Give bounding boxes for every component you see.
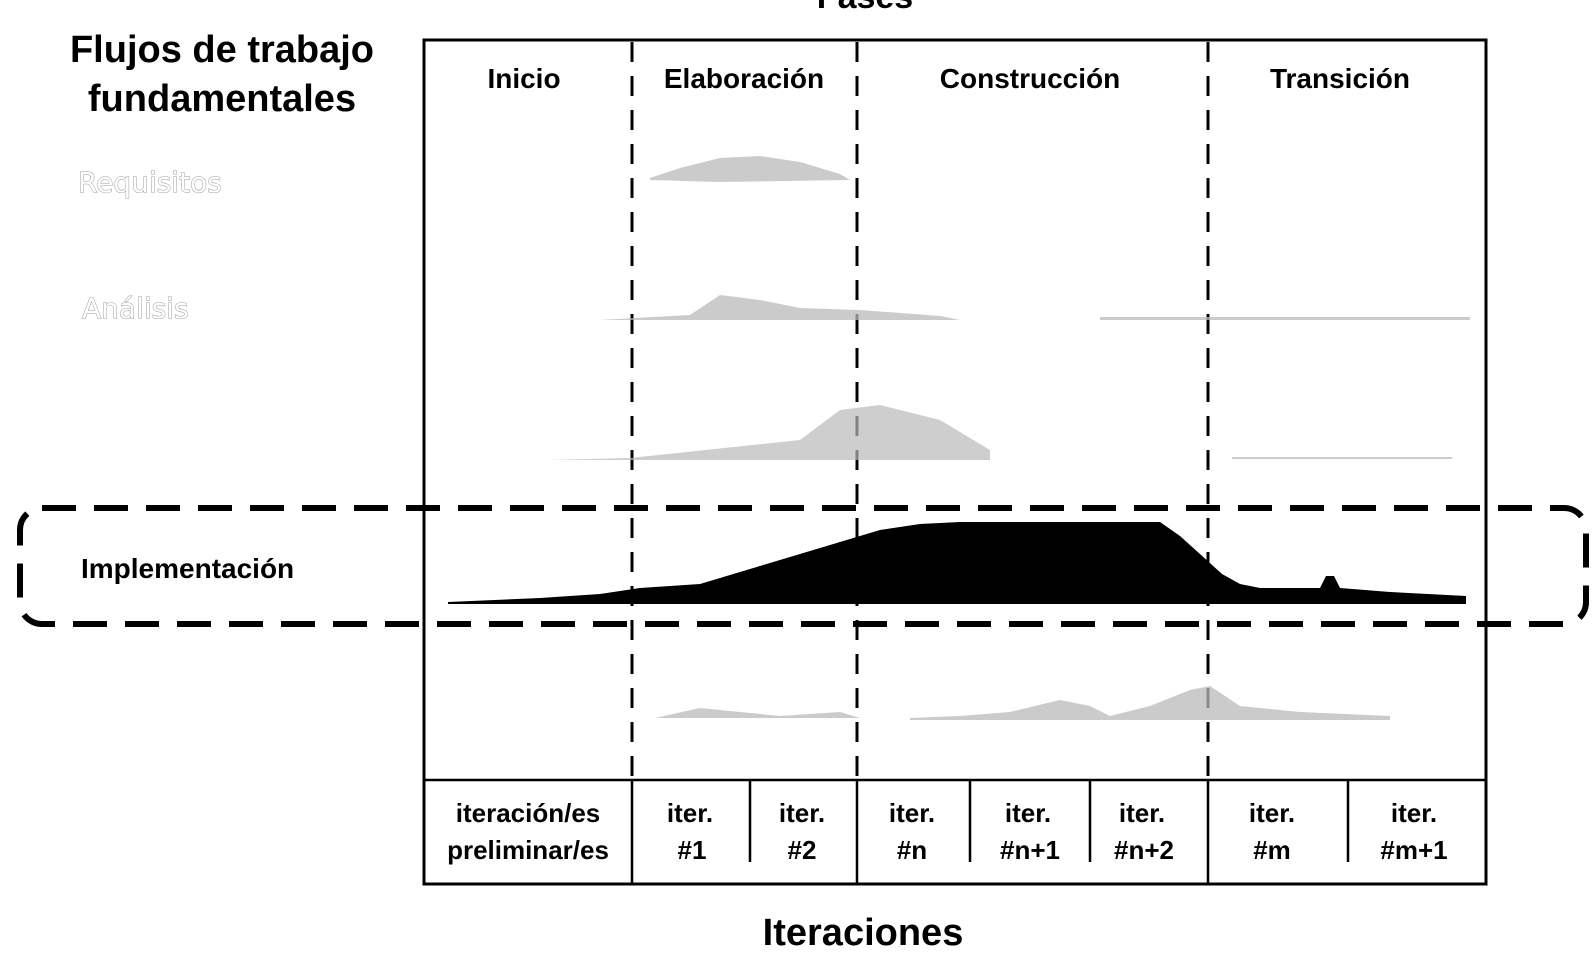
iteration-label-top-6: iter. (1249, 798, 1295, 828)
implementation-curve (448, 522, 1466, 604)
iteration-dividers (630, 780, 1350, 884)
test-curve-2 (910, 686, 1390, 720)
iteration-label-bottom-1: #1 (678, 835, 707, 865)
requisitos-curve (650, 156, 850, 182)
analisis-curve (448, 295, 960, 320)
workflows-title-line2: fundamentales (88, 78, 356, 120)
workflow-label-implementacion: Implementación (81, 553, 294, 584)
workflow-label-analisis: Análisis (82, 292, 189, 325)
iteration-label-top-2: iter. (779, 798, 825, 828)
implementation-highlight-box (17, 505, 1589, 627)
iteration-label-top-1: iter. (667, 798, 713, 828)
iteration-label-bottom-3: #n (897, 835, 927, 865)
phase-label-elaboracion: Elaboración (664, 63, 824, 94)
iteration-label-top-0: iteración/es (456, 798, 601, 828)
iteration-label-bottom-2: #2 (788, 835, 817, 865)
iteration-label-bottom-7: #m+1 (1380, 835, 1447, 865)
test-curve (452, 708, 860, 718)
iteration-label-top-3: iter. (889, 798, 935, 828)
phases-heading: Fases (817, 0, 913, 16)
iteration-label-top-4: iter. (1005, 798, 1051, 828)
iteration-label-top-7: iter. (1391, 798, 1437, 828)
iteration-label-bottom-4: #n+1 (1000, 835, 1060, 865)
phase-label-transicion: Transición (1270, 63, 1410, 94)
iteration-label-bottom-6: #m (1253, 835, 1291, 865)
workflow-label-requisitos: Requisitos (78, 166, 222, 199)
phase-label-construccion: Construcción (940, 63, 1120, 94)
iteration-label-bottom-0: preliminar/es (447, 835, 609, 865)
iteration-labels: iteración/es preliminar/es iter. #1 iter… (447, 798, 1448, 865)
faint-workflow-curves (448, 156, 1470, 720)
iteration-label-bottom-5: #n+2 (1114, 835, 1174, 865)
iterations-heading: Iteraciones (763, 912, 964, 954)
iteration-label-top-5: iter. (1119, 798, 1165, 828)
diagram-frame (422, 38, 1488, 886)
design-tail (1232, 457, 1452, 459)
phase-label-inicio: Inicio (487, 63, 560, 94)
design-curve (548, 405, 990, 460)
analisis-tail (1100, 317, 1470, 320)
workflows-title-line1: Flujos de trabajo (70, 29, 374, 71)
